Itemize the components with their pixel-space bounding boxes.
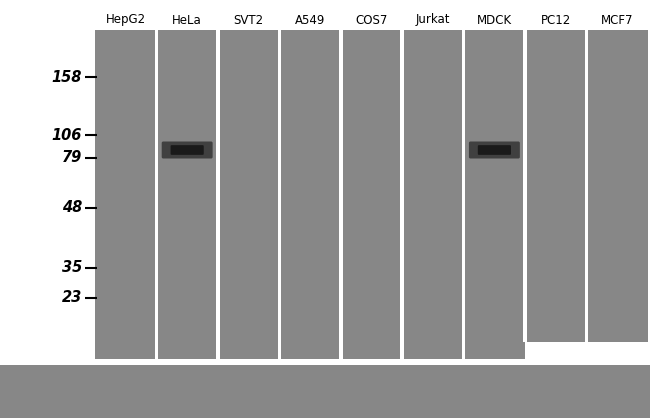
Bar: [525, 30, 586, 348]
Bar: [585, 30, 588, 342]
FancyBboxPatch shape: [170, 145, 203, 155]
Text: PC12: PC12: [541, 13, 571, 26]
Bar: [216, 30, 220, 359]
Text: 79: 79: [62, 150, 82, 166]
Text: 35: 35: [62, 260, 82, 275]
Bar: [339, 30, 343, 359]
Bar: [523, 30, 527, 342]
Text: HeLa: HeLa: [172, 13, 202, 26]
Text: 158: 158: [51, 69, 82, 84]
Bar: [278, 30, 281, 359]
Bar: [0, 365, 650, 418]
Text: COS7: COS7: [356, 13, 387, 26]
Text: 106: 106: [51, 127, 82, 143]
Bar: [95, 30, 525, 365]
Text: A549: A549: [295, 13, 325, 26]
Bar: [155, 30, 158, 359]
Text: HepG2: HepG2: [106, 13, 146, 26]
Bar: [95, 26, 648, 30]
Text: MCF7: MCF7: [601, 13, 634, 26]
FancyBboxPatch shape: [469, 142, 520, 158]
Bar: [586, 342, 648, 348]
Text: MDCK: MDCK: [477, 13, 512, 26]
FancyBboxPatch shape: [478, 145, 511, 155]
Bar: [400, 30, 404, 359]
Bar: [586, 30, 648, 348]
Text: 48: 48: [62, 201, 82, 216]
Bar: [525, 342, 586, 348]
Text: Jurkat: Jurkat: [416, 13, 450, 26]
FancyBboxPatch shape: [162, 142, 213, 158]
Bar: [95, 359, 525, 365]
Bar: [462, 30, 465, 359]
Text: 23: 23: [62, 291, 82, 306]
Text: SVT2: SVT2: [233, 13, 264, 26]
